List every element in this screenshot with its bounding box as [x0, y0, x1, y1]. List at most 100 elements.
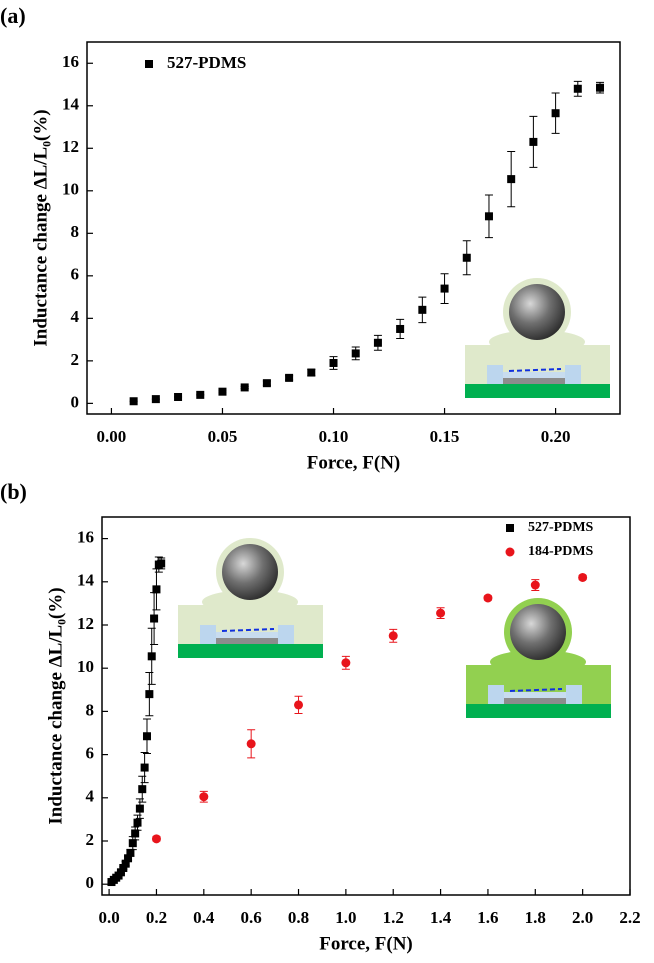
- x-tick-label: 2.0: [572, 908, 593, 927]
- marker: [124, 854, 133, 863]
- marker: [174, 392, 183, 401]
- x-tick-label: 1.6: [477, 908, 498, 927]
- marker: [388, 631, 398, 641]
- legend-label: 184-PDMS: [528, 544, 594, 559]
- inset-device: [465, 597, 612, 719]
- y-tick-label: 10: [62, 180, 79, 199]
- marker: [578, 572, 588, 582]
- y-tick-label: 0: [86, 873, 95, 892]
- plot-frame: [86, 41, 621, 415]
- marker: [126, 848, 135, 857]
- y-tick-label: 6: [71, 265, 80, 284]
- x-tick-label: 0.4: [193, 908, 215, 927]
- marker: [218, 387, 227, 396]
- x-tick-label: 1.8: [525, 908, 546, 927]
- x-tick-label: 0.15: [430, 427, 460, 446]
- y-tick-label: 16: [77, 528, 94, 547]
- marker: [551, 109, 560, 118]
- marker: [484, 212, 493, 221]
- marker: [351, 349, 360, 358]
- marker: [285, 373, 294, 382]
- marker: [294, 700, 304, 710]
- marker: [418, 305, 427, 314]
- y-tick-label: 12: [62, 137, 79, 156]
- marker: [151, 834, 161, 844]
- x-tick-label: 1.0: [335, 908, 356, 927]
- marker: [142, 732, 151, 741]
- y-axis-label: Inductance change ΔL/L₀(%): [30, 109, 51, 346]
- marker: [573, 84, 582, 93]
- marker: [262, 379, 271, 388]
- plot-frame: [101, 516, 631, 896]
- marker: [329, 358, 338, 367]
- marker: [119, 864, 128, 872]
- marker: [530, 580, 540, 590]
- marker: [138, 785, 147, 794]
- marker: [121, 859, 130, 868]
- marker: [462, 253, 471, 262]
- marker: [147, 652, 156, 661]
- marker: [151, 395, 160, 404]
- marker: [483, 593, 493, 603]
- y-tick-label: 14: [62, 95, 80, 114]
- x-axis-label: Force, F(N): [307, 452, 401, 473]
- x-tick-label: 1.4: [430, 908, 452, 927]
- marker: [133, 818, 142, 827]
- y-tick-label: 14: [77, 571, 95, 590]
- marker: [307, 368, 316, 377]
- x-tick-label: 1.2: [383, 908, 404, 927]
- y-tick-label: 2: [71, 350, 80, 369]
- y-tick-label: 2: [86, 830, 95, 849]
- x-tick-label: 2.2: [619, 908, 640, 927]
- marker: [135, 804, 144, 813]
- marker: [116, 868, 125, 877]
- marker: [129, 397, 138, 406]
- y-tick-label: 4: [86, 787, 95, 806]
- marker: [199, 792, 209, 802]
- marker: [240, 383, 249, 392]
- marker: [131, 829, 140, 838]
- marker: [596, 83, 605, 92]
- panel-label: (a): [0, 3, 26, 28]
- marker: [128, 839, 137, 848]
- x-tick-label: 0.6: [241, 908, 262, 927]
- marker: [396, 324, 405, 333]
- legend-label: 527-PDMS: [167, 53, 246, 72]
- marker: [246, 739, 256, 749]
- y-tick-label: 6: [86, 744, 95, 763]
- marker: [341, 658, 351, 668]
- inset-device: [464, 277, 611, 399]
- legend-marker: [506, 524, 514, 532]
- inset-device: [177, 537, 324, 659]
- x-tick-label: 0.2: [146, 908, 167, 927]
- marker: [140, 763, 149, 772]
- y-tick-label: 12: [77, 614, 94, 633]
- x-tick-label: 0.8: [288, 908, 309, 927]
- legend-marker: [145, 60, 153, 68]
- marker: [145, 690, 154, 699]
- marker: [507, 175, 516, 184]
- x-tick-label: 0.05: [208, 427, 238, 446]
- marker: [150, 614, 159, 623]
- y-tick-label: 4: [71, 307, 80, 326]
- x-tick-label: 0.10: [319, 427, 349, 446]
- marker: [157, 559, 166, 568]
- x-tick-label: 0.00: [97, 427, 127, 446]
- x-tick-label: 0.20: [541, 427, 571, 446]
- y-tick-label: 8: [86, 700, 95, 719]
- marker: [440, 284, 449, 293]
- y-tick-label: 10: [77, 657, 94, 676]
- panel-label: (b): [0, 479, 27, 504]
- marker: [373, 338, 382, 347]
- legend-marker: [505, 547, 515, 557]
- y-tick-label: 0: [71, 392, 80, 411]
- y-axis-label: Inductance change ΔL/L₀(%): [45, 587, 66, 824]
- marker: [196, 390, 205, 399]
- legend-label: 527-PDMS: [528, 520, 594, 535]
- marker: [436, 608, 446, 618]
- y-tick-label: 8: [71, 222, 80, 241]
- marker: [529, 137, 538, 146]
- x-tick-label: 0.0: [98, 908, 119, 927]
- marker: [152, 585, 161, 594]
